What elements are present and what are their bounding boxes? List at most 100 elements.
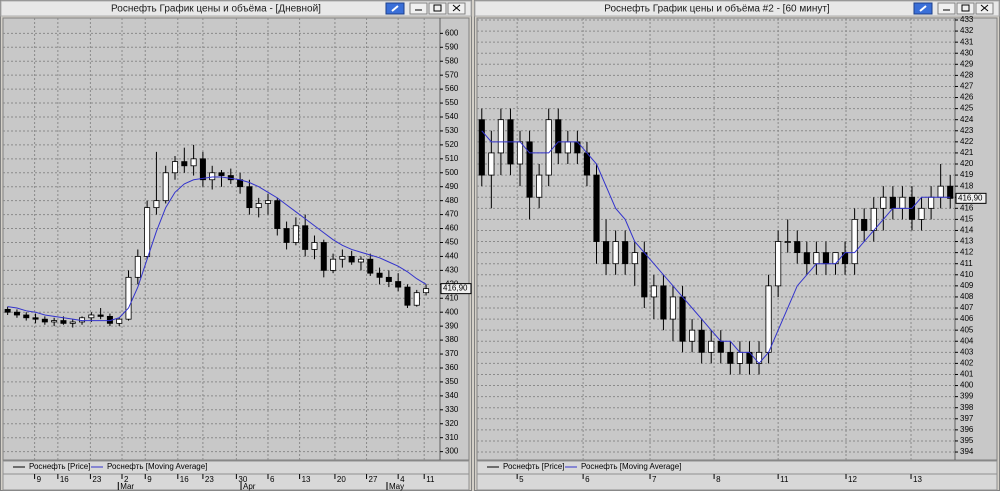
candle-body <box>172 161 179 174</box>
y-tick-label: 429 <box>960 59 974 68</box>
candle-body <box>274 200 281 229</box>
last-price-label: 416,90 <box>958 193 983 202</box>
y-tick-label: 396 <box>960 425 974 434</box>
candle-body <box>717 340 724 353</box>
candle-body <box>545 119 552 176</box>
y-tick-label: 422 <box>960 137 974 146</box>
y-tick-label: 530 <box>445 126 459 135</box>
candle-body <box>404 286 411 306</box>
candle-body <box>564 141 571 154</box>
candle-body <box>181 161 188 167</box>
y-tick-label: 411 <box>960 259 973 268</box>
minimize-button[interactable] <box>409 2 428 15</box>
candle-body <box>727 351 734 364</box>
x-tick-label: 2 <box>124 475 129 484</box>
x-tick-label: 23 <box>205 475 214 484</box>
y-tick-label: 400 <box>445 307 459 316</box>
x-tick-label: 5 <box>519 475 524 484</box>
y-tick-label: 600 <box>445 28 459 37</box>
x-tick-label: 30 <box>238 475 247 484</box>
candle-body <box>918 207 925 220</box>
y-tick-label: 590 <box>445 42 459 51</box>
y-tick-label: 340 <box>445 391 459 400</box>
pin-icon <box>919 5 927 12</box>
last-price-box <box>440 283 472 295</box>
title-bar <box>0 0 472 17</box>
maximize-button[interactable] <box>956 2 975 15</box>
candle-body <box>302 225 309 250</box>
candle-body <box>861 218 868 231</box>
y-tick-label: 413 <box>960 237 974 246</box>
moving-average <box>7 176 427 322</box>
candle-body <box>423 288 430 294</box>
candle-body <box>413 292 420 306</box>
candle-body <box>320 242 327 271</box>
x-tick-label: 11 <box>780 475 789 484</box>
y-tick-label: 427 <box>960 82 974 91</box>
moving-average <box>481 130 951 365</box>
candle-body <box>376 272 383 278</box>
candle-body <box>488 152 495 176</box>
y-tick-label: 390 <box>445 321 459 330</box>
month-label: May <box>389 482 404 491</box>
y-tick-label: 330 <box>445 405 459 414</box>
y-tick-label: 370 <box>445 349 459 358</box>
legend-label: Роснефть [Price] <box>29 462 90 471</box>
y-tick-label: 431 <box>960 37 974 46</box>
candle-body <box>775 241 782 287</box>
candle-body <box>51 320 58 323</box>
candle-body <box>97 314 104 317</box>
y-tick-label: 421 <box>960 148 974 157</box>
y-tick-label: 410 <box>445 293 459 302</box>
y-tick-label: 320 <box>445 419 459 428</box>
legend-label: Роснефть [Moving Average] <box>107 462 207 471</box>
y-tick-label: 500 <box>445 168 459 177</box>
maximize-button[interactable] <box>428 2 447 15</box>
y-tick-label: 440 <box>445 252 459 261</box>
x-tick-label: 16 <box>60 475 69 484</box>
y-tick-label: 400 <box>960 381 974 390</box>
x-tick-label: 9 <box>37 475 42 484</box>
x-tick-label: 13 <box>913 475 922 484</box>
last-price-label: 416,90 <box>443 284 468 293</box>
y-tick-label: 407 <box>960 303 974 312</box>
y-tick-label: 403 <box>960 347 974 356</box>
icon <box>980 4 989 12</box>
y-tick-label: 450 <box>445 238 459 247</box>
candle-body <box>794 241 801 254</box>
x-tick-label: 9 <box>147 475 152 484</box>
candle-body <box>689 329 696 342</box>
y-tick-label: 409 <box>960 281 974 290</box>
candle-body <box>736 351 743 364</box>
y-tick-label: 310 <box>445 433 459 442</box>
legend-label: Роснефть [Price] <box>503 462 564 471</box>
y-tick-label: 408 <box>960 292 974 301</box>
window-title: Роснефть График цены и объёма #2 - [60 м… <box>604 3 830 15</box>
candle-body <box>631 252 638 265</box>
y-tick-label: 428 <box>960 70 974 79</box>
candle-body <box>218 172 225 176</box>
candle-body <box>144 207 151 257</box>
y-tick-label: 300 <box>445 447 459 456</box>
candle-body <box>385 276 392 282</box>
y-tick-label: 412 <box>960 248 974 257</box>
x-tick-label: 12 <box>848 475 857 484</box>
minimize-button[interactable] <box>937 2 956 15</box>
candle-body <box>23 314 30 319</box>
candle-body <box>593 174 600 242</box>
icon <box>961 4 970 12</box>
candle-body <box>209 172 216 181</box>
y-tick-label: 520 <box>445 140 459 149</box>
candle-body <box>765 285 772 353</box>
candle-body <box>246 186 253 209</box>
x-tick-label: 20 <box>337 475 346 484</box>
candle-body <box>813 252 820 265</box>
legend-label: Роснефть [Moving Average] <box>581 462 681 471</box>
y-tick-label: 419 <box>960 170 974 179</box>
candle-body <box>199 158 206 181</box>
candle-body <box>125 276 132 320</box>
candle-body <box>348 256 355 263</box>
y-tick-label: 430 <box>445 265 459 274</box>
y-tick-label: 394 <box>960 447 974 456</box>
y-tick-label: 399 <box>960 392 974 401</box>
